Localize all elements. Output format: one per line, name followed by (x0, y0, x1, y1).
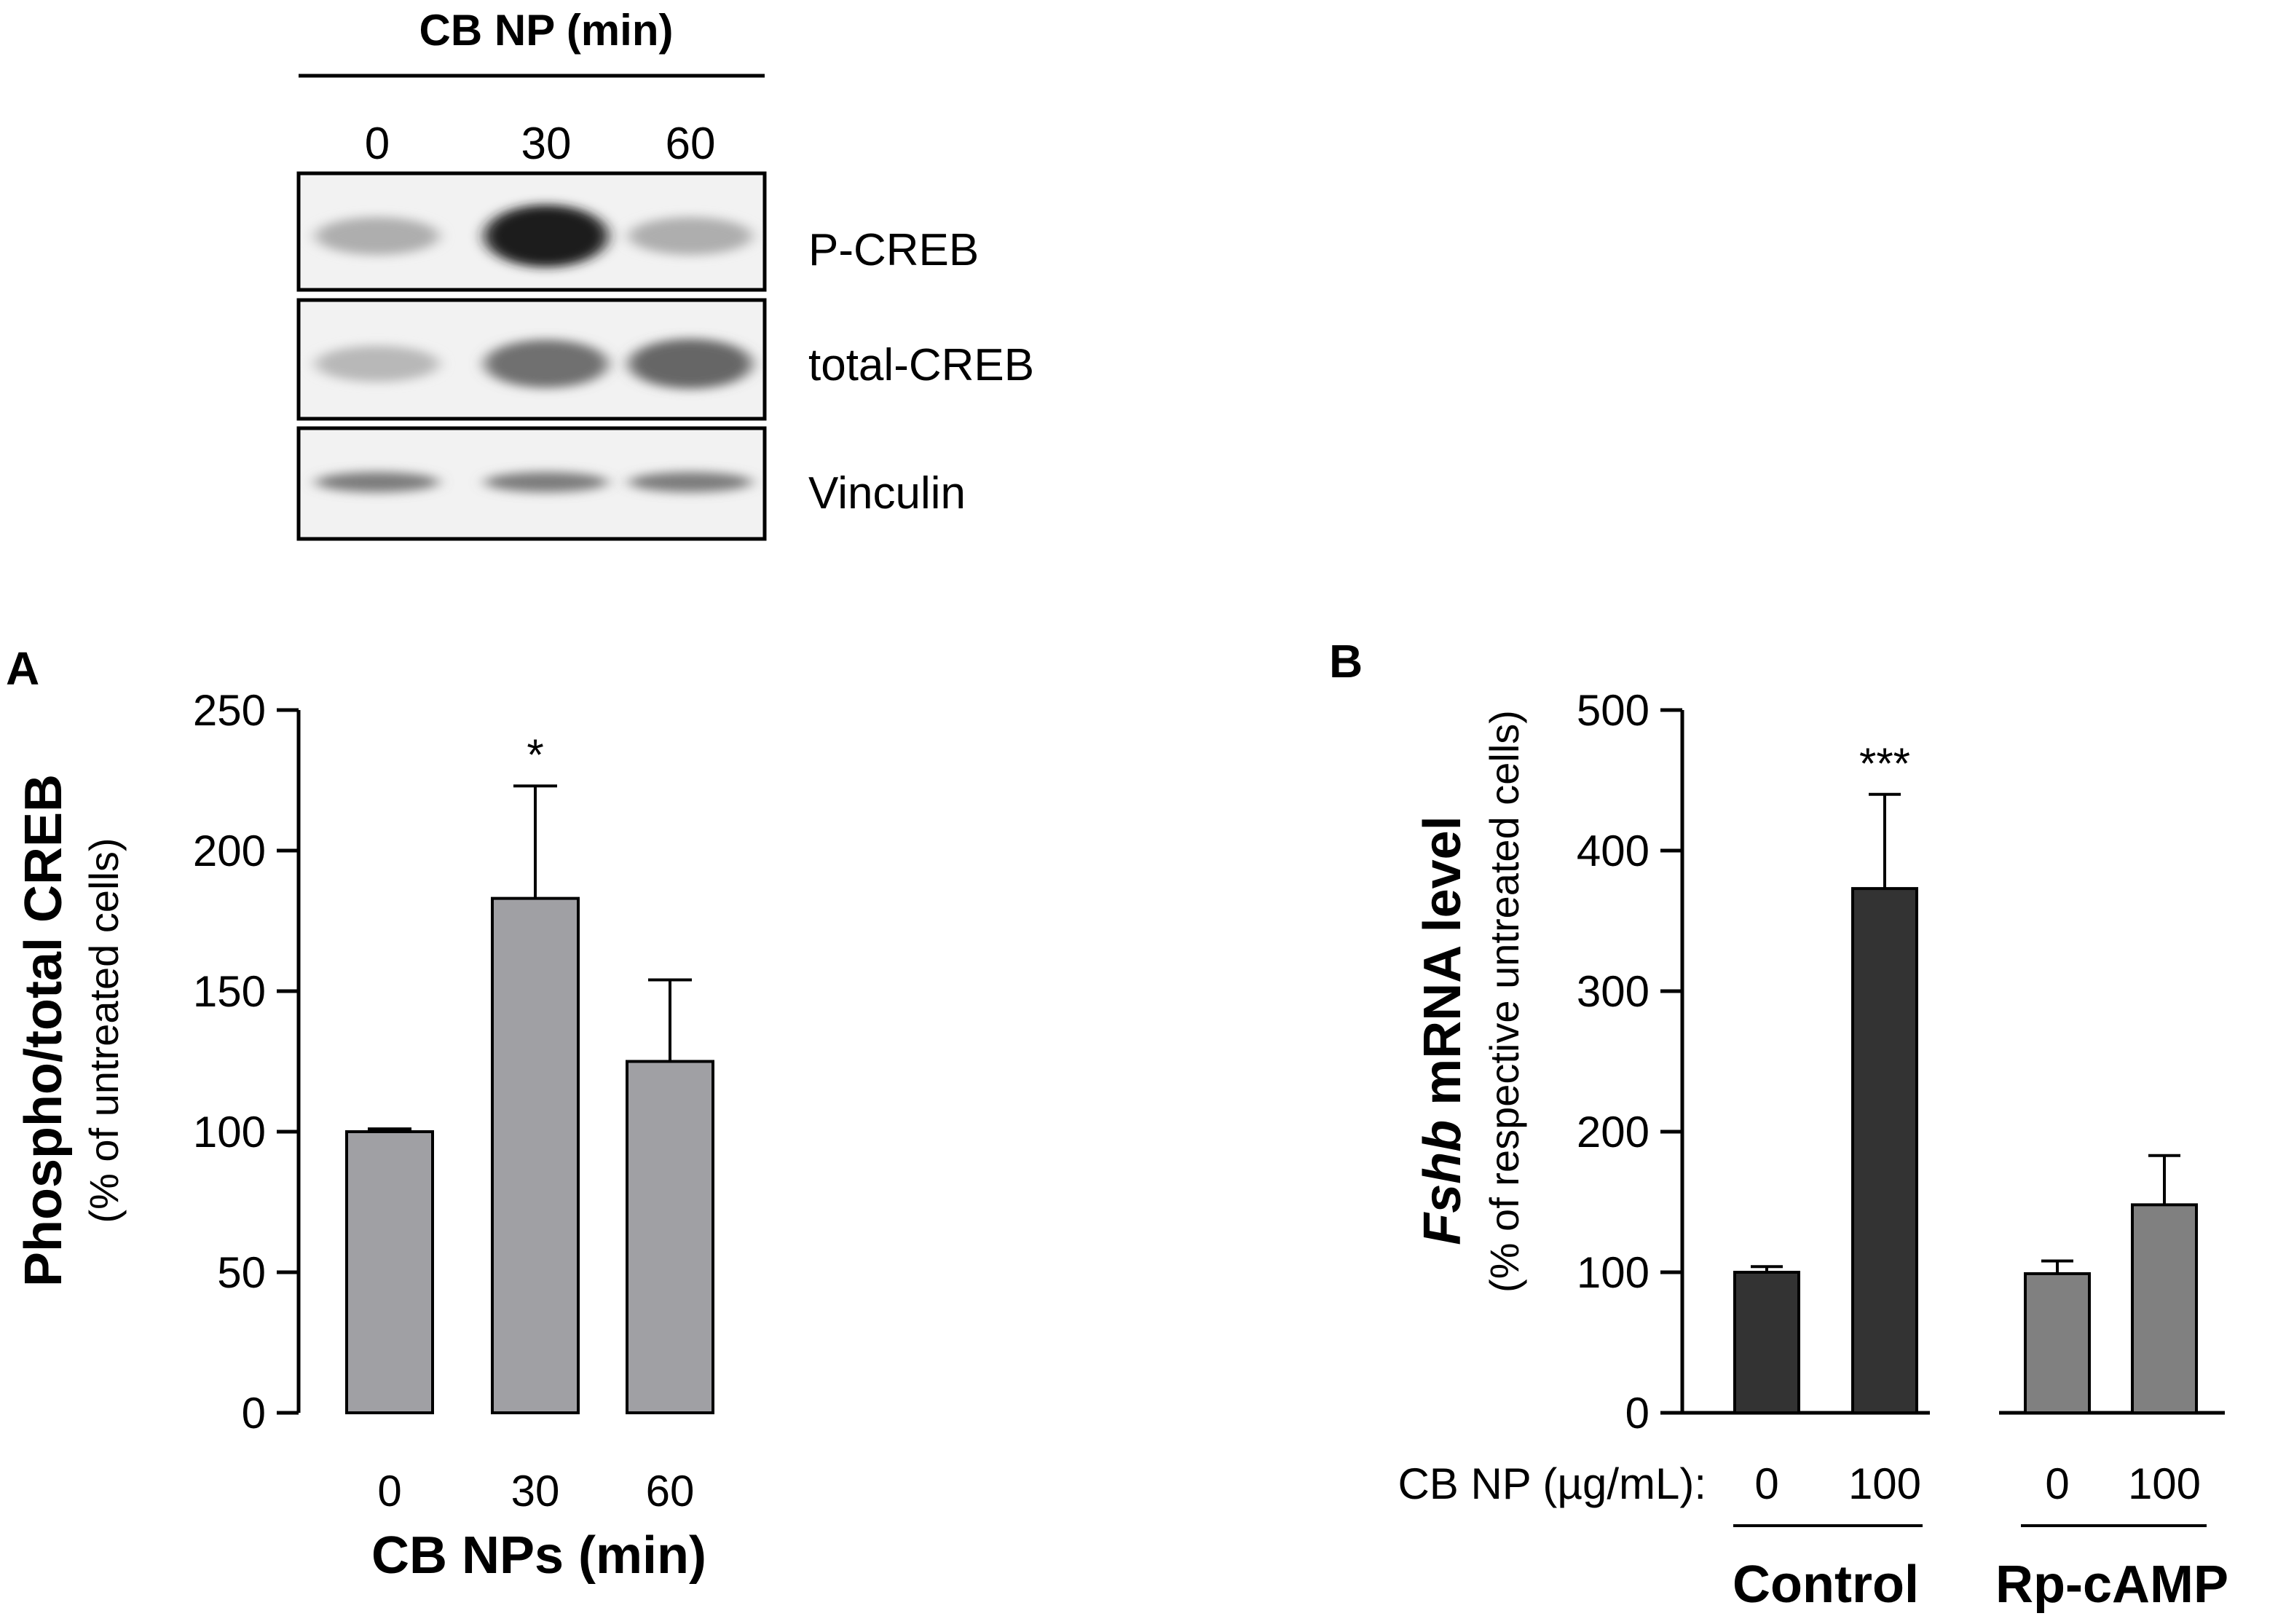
western-blot: CB NP (min) 0 30 60 P-CREB total-CREB Vinc… (296, 6, 1034, 541)
group-label: Control (1733, 1556, 1919, 1614)
blot-lane-label: 30 (521, 119, 572, 169)
y-tick-label: 100 (1577, 1248, 1649, 1297)
blot-band (628, 217, 752, 255)
group-label: Rp-cAMP (1995, 1556, 2228, 1614)
blot-band (315, 217, 439, 255)
blot-row-label: Vinculin (808, 468, 966, 519)
bar (2024, 1272, 2091, 1415)
y-tick-label: 200 (193, 827, 266, 875)
bar (345, 1130, 434, 1414)
y-tick-label: 200 (1577, 1108, 1649, 1156)
x-tick-label: 0 (1754, 1459, 1778, 1508)
bar (2131, 1203, 2198, 1414)
y-tick-label: 500 (1577, 686, 1649, 735)
bar (626, 1060, 714, 1414)
x-prefix-label: CB NP (µg/mL): (1398, 1459, 1706, 1508)
x-tick-label: 0 (2045, 1459, 2069, 1508)
bar (1733, 1271, 1800, 1414)
chart-b: 0 100 200 300 400 500 0 100 *** 0 100 CB NP (µg/mL)… (1398, 686, 2228, 1614)
y-tick-label: 250 (193, 686, 266, 735)
blot-band (315, 345, 439, 382)
y-tick-label: 400 (1577, 827, 1649, 875)
blot-row: P-CREB (296, 171, 979, 292)
blot-lane-label: 0 (365, 119, 390, 169)
blot-header: CB NP (min) (419, 6, 674, 55)
x-tick-label: 0 (377, 1467, 401, 1515)
x-tick-label: 60 (646, 1467, 695, 1515)
blot-band (315, 472, 439, 492)
blot-band (484, 339, 608, 388)
y-axis-sublabel: (% of respective untreated cells) (1481, 710, 1527, 1293)
significance-marker: *** (1859, 739, 1910, 788)
blot-band (484, 205, 608, 267)
y-tick-label: 50 (217, 1248, 266, 1297)
panel-a-label: A (6, 642, 39, 695)
x-axis-label: CB NPs (min) (371, 1526, 706, 1585)
significance-marker: * (527, 730, 543, 779)
blot-lane-label: 60 (666, 119, 716, 169)
y-tick-label: 0 (242, 1389, 266, 1438)
y-tick-label: 100 (193, 1108, 266, 1156)
bar (491, 896, 580, 1414)
blot-row-label: P-CREB (808, 225, 979, 275)
x-tick-label: 100 (2128, 1459, 2201, 1508)
x-tick-label: 30 (511, 1467, 560, 1515)
blot-band (628, 339, 752, 389)
y-axis-sublabel: (% of untreated cells) (81, 837, 127, 1223)
y-tick-label: 0 (1625, 1389, 1649, 1438)
blot-row: Vinculin (296, 426, 966, 541)
blot-row: total-CREB (296, 298, 1034, 421)
blot-band (628, 472, 752, 492)
y-axis-label: Fshb mRNA level (1414, 816, 1472, 1245)
blot-row-label: total-CREB (808, 340, 1034, 390)
blot-rows: P-CREB total-CREB Vinculin (296, 171, 1034, 541)
chart-a: 0 50 100 150 200 250 0 30 * 60 CB NPs (min) Phospho… (15, 686, 714, 1585)
y-tick-label: 150 (193, 967, 266, 1016)
x-tick-label: 100 (1848, 1459, 1921, 1508)
bar (1851, 887, 1918, 1414)
y-axis-label: Phospho/total CREB (15, 774, 73, 1287)
panel-b-label: B (1329, 635, 1363, 687)
blot-band (484, 472, 608, 492)
y-tick-label: 300 (1577, 967, 1649, 1016)
